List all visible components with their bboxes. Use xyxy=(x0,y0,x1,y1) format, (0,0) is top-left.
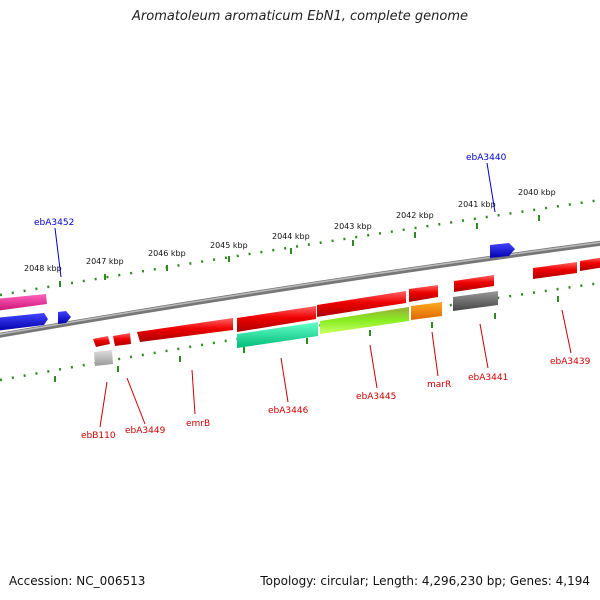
gene-ebA3441[interactable] xyxy=(453,291,498,311)
leader-emrB xyxy=(191,369,196,415)
gene-label-ebA3440[interactable]: ebA3440 xyxy=(466,153,507,163)
gene-row2-3[interactable] xyxy=(409,285,438,302)
leader-ebA3452 xyxy=(54,227,62,278)
lower-ruler-dots xyxy=(0,281,600,382)
leader-ebA3446 xyxy=(280,357,289,403)
gene-label-marR[interactable]: marR xyxy=(427,380,451,390)
gene-ebA3445[interactable] xyxy=(320,307,409,334)
genome-summary-text: Topology: circular; Length: 4,296,230 bp… xyxy=(260,574,590,588)
gene-label-emrB[interactable]: emrB xyxy=(186,419,210,429)
gene-pink-plus[interactable] xyxy=(0,294,47,311)
gene-emrB[interactable] xyxy=(137,318,233,342)
ruler-label-2045: 2045 kbp xyxy=(210,241,248,250)
upper-ruler xyxy=(0,198,600,297)
genome-backbone xyxy=(0,240,600,338)
ruler-label-2040: 2040 kbp xyxy=(518,188,556,197)
gene-label-ebA3441[interactable]: ebA3441 xyxy=(468,373,508,383)
gene-row2-4[interactable] xyxy=(454,275,494,292)
gene-ebA3440[interactable] xyxy=(490,243,515,258)
leader-ebA3449 xyxy=(126,377,146,425)
gene-label-ebA3439[interactable]: ebA3439 xyxy=(550,357,591,367)
accession-text: Accession: NC_006513 xyxy=(9,574,146,588)
ruler-label-2044: 2044 kbp xyxy=(272,232,310,241)
genome-title: Aromatoleum aromaticum EbN1, complete ge… xyxy=(132,9,468,24)
gene-ebB110-red[interactable] xyxy=(93,336,110,347)
leader-ebA3445 xyxy=(369,344,378,389)
gene-row2-2[interactable] xyxy=(317,291,406,317)
ruler-label-2043: 2043 kbp xyxy=(334,222,372,231)
gene-label-ebA3445[interactable]: ebA3445 xyxy=(356,392,396,402)
leader-ebA3441 xyxy=(479,323,489,369)
gene-marR[interactable] xyxy=(411,302,442,320)
gene-ebA3449[interactable] xyxy=(113,333,131,346)
gene-row2-6[interactable] xyxy=(580,257,600,271)
gene-label-ebA3446[interactable]: ebA3446 xyxy=(268,406,309,416)
gene-label-ebA3452[interactable]: ebA3452 xyxy=(34,218,74,228)
ruler-label-2041: 2041 kbp xyxy=(458,200,496,209)
leader-marR xyxy=(431,331,439,377)
gene-blue-left[interactable] xyxy=(0,313,48,331)
gene-ebA3452[interactable] xyxy=(58,311,71,324)
ruler-label-2048: 2048 kbp xyxy=(24,264,62,273)
leader-ebA3440 xyxy=(486,162,496,213)
gene-label-ebA3449[interactable]: ebA3449 xyxy=(125,426,166,436)
lower-ruler xyxy=(0,281,600,382)
gene-row2-1[interactable] xyxy=(237,306,316,332)
leader-ebB110 xyxy=(99,381,108,428)
gene-label-ebB110[interactable]: ebB110 xyxy=(81,431,116,441)
leader-ebA3439 xyxy=(561,309,572,354)
gene-ebA3446[interactable] xyxy=(237,322,318,348)
ruler-label-2042: 2042 kbp xyxy=(396,211,434,220)
ruler-label-2047: 2047 kbp xyxy=(86,257,124,266)
gene-row2-5[interactable] xyxy=(533,262,577,279)
ruler-label-2046: 2046 kbp xyxy=(148,249,186,258)
gene-ebB110[interactable] xyxy=(94,350,113,366)
